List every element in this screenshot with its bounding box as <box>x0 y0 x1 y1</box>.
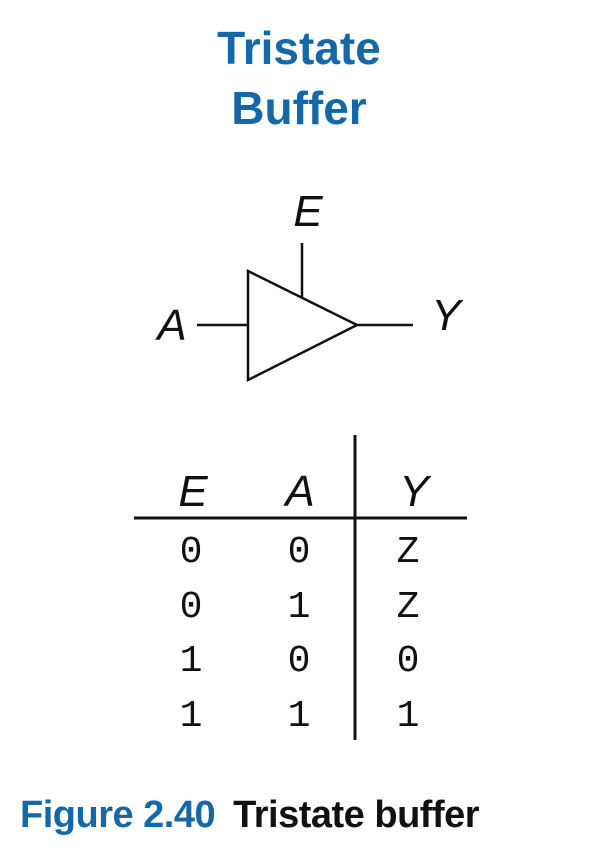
figure-caption-text: Tristate buffer <box>233 794 480 836</box>
figure-number: Figure 2.40 <box>20 794 216 836</box>
header-e: E <box>178 467 208 516</box>
cell-e: 0 <box>180 586 203 629</box>
header-y: Y <box>399 467 431 516</box>
cell-e: 1 <box>180 640 203 683</box>
title-line-2: Buffer <box>231 82 367 134</box>
cell-e: 1 <box>180 695 203 738</box>
cell-y: Z <box>397 586 420 629</box>
figure-caption: Figure 2.40 Tristate buffer <box>20 790 480 840</box>
cell-y: 1 <box>397 695 420 738</box>
header-a: A <box>282 467 314 516</box>
tristate-diagram: E A Y E A Y 0 0 Z 0 1 Z 1 0 0 1 1 1 <box>134 187 467 740</box>
table-row: 0 1 Z <box>180 586 420 629</box>
cell-e: 0 <box>180 531 203 574</box>
tristate-buffer-symbol <box>197 243 413 383</box>
table-row: 0 0 Z <box>180 531 420 574</box>
cell-a: 1 <box>288 695 311 738</box>
cell-a: 0 <box>288 640 311 683</box>
input-label: A <box>154 301 186 350</box>
enable-label: E <box>293 187 323 236</box>
truth-table: E A Y 0 0 Z 0 1 Z 1 0 0 1 1 1 <box>134 435 467 740</box>
cell-a: 0 <box>288 531 311 574</box>
output-label: Y <box>431 291 463 340</box>
cell-a: 1 <box>288 586 311 629</box>
diagram-title: Tristate Buffer <box>0 18 598 138</box>
table-row: 1 1 1 <box>180 695 420 738</box>
cell-y: 0 <box>397 640 420 683</box>
cell-y: Z <box>397 531 420 574</box>
title-line-1: Tristate <box>217 22 381 74</box>
table-row: 1 0 0 <box>180 640 420 683</box>
